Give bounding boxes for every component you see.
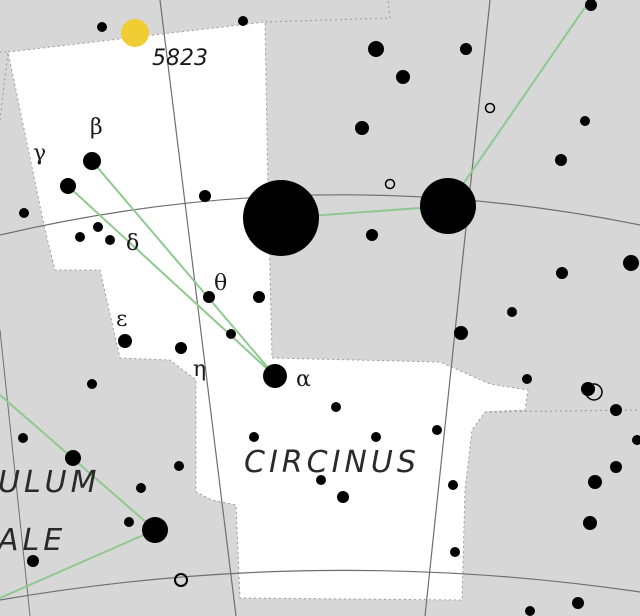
star-alpha-centauri: [243, 180, 319, 256]
star-eta-circini: [175, 342, 187, 354]
star: [368, 41, 384, 57]
star: [355, 121, 369, 135]
star: [507, 307, 517, 317]
star: [337, 491, 349, 503]
star: [432, 425, 442, 435]
neighbor-label-top: ULUM: [0, 465, 101, 500]
star: [124, 517, 134, 527]
star: [454, 326, 468, 340]
star: [97, 22, 107, 32]
star: [226, 329, 236, 339]
label-beta: β: [90, 115, 103, 140]
star: [580, 116, 590, 126]
open-cluster-5823-icon: [121, 19, 149, 47]
star: [19, 208, 29, 218]
label-alpha: α: [296, 367, 311, 392]
star: [525, 606, 535, 616]
label-gamma: γ: [33, 141, 46, 166]
star-triangulum-beta: [142, 517, 168, 543]
star: [253, 291, 265, 303]
label-theta: θ: [214, 271, 227, 296]
star: [610, 404, 622, 416]
star: [174, 461, 184, 471]
star: [18, 433, 28, 443]
star: [93, 222, 103, 232]
star: [87, 379, 97, 389]
label-epsilon: ε: [116, 307, 127, 332]
star-beta-circini: [83, 152, 101, 170]
star: [238, 16, 248, 26]
star: [199, 190, 211, 202]
star: [331, 402, 341, 412]
star: [371, 432, 381, 442]
star-delta-circini: [105, 235, 115, 245]
star-epsilon-circini: [118, 334, 132, 348]
star: [583, 516, 597, 530]
star: [460, 43, 472, 55]
object-label-5823: 5823: [152, 46, 208, 71]
star: [396, 70, 410, 84]
star: [75, 232, 85, 242]
star: [136, 483, 146, 493]
star: [522, 374, 532, 384]
star: [249, 432, 259, 442]
star: [448, 480, 458, 490]
star: [610, 461, 622, 473]
star: [555, 154, 567, 166]
star-beta-centauri: [420, 178, 476, 234]
star: [623, 255, 639, 271]
star-alpha-circini: [263, 364, 287, 388]
neighbor-label-bottom: ALE: [0, 523, 66, 558]
label-eta: η: [193, 357, 206, 382]
star: [65, 450, 81, 466]
constellation-name: CIRCINUS: [244, 445, 420, 480]
star: [572, 597, 584, 609]
star: [450, 547, 460, 557]
star: [588, 475, 602, 489]
star-gamma-circini: [60, 178, 76, 194]
label-delta: δ: [126, 231, 139, 256]
star: [556, 267, 568, 279]
star: [366, 229, 378, 241]
